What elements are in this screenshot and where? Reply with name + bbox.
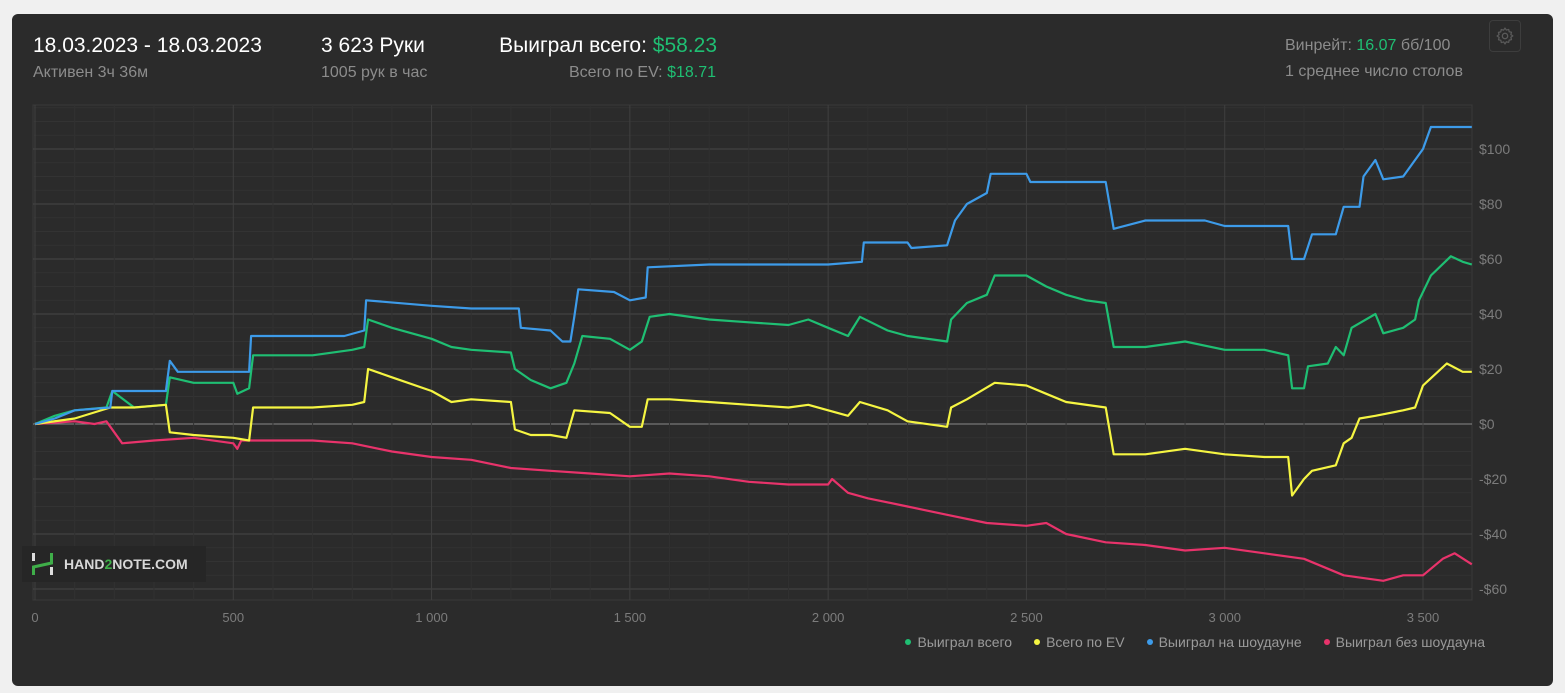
y-tick-label: $0 [1479, 416, 1495, 432]
avg-tables: 1 среднее число столов [1285, 63, 1463, 80]
x-tick-label: 500 [222, 610, 244, 625]
won-total-value: $58.23 [652, 34, 717, 57]
legend-dot-icon [1034, 639, 1041, 645]
y-tick-label: $60 [1479, 251, 1503, 267]
series-line-0 [34, 255, 1473, 426]
x-tick-label: 3 500 [1407, 610, 1440, 625]
winrate: Винрейт: 16.07 бб/100 [1285, 37, 1450, 55]
ev-total: Всего по EV: $18.71 [569, 64, 716, 82]
x-tick-label: 1 000 [415, 610, 448, 625]
stats-card [12, 14, 1553, 686]
winrate-value: 16.07 [1356, 37, 1397, 54]
y-tick-label: -$20 [1479, 471, 1507, 487]
hand2note-logo-text: HAND2NOTE.COM [64, 556, 188, 572]
x-tick-label: 1 500 [614, 610, 647, 625]
y-tick-label: $40 [1479, 306, 1503, 322]
x-tick-label: 2 500 [1010, 610, 1043, 625]
y-tick-label: -$60 [1479, 581, 1507, 597]
legend-item[interactable]: Выиграл без шоудауна [1323, 634, 1485, 650]
legend-item[interactable]: Выиграл на шоудауне [1146, 634, 1302, 650]
series-line-1 [34, 362, 1472, 497]
ev-value: $18.71 [667, 64, 716, 81]
legend-label: Выиграл всего [917, 634, 1013, 650]
series-line-3 [34, 420, 1473, 582]
series-line-2 [34, 125, 1472, 426]
x-tick-label: 0 [31, 610, 38, 625]
y-tick-label: -$40 [1479, 526, 1507, 542]
x-tick-label: 2 000 [812, 610, 845, 625]
hands-per-hour: 1005 рук в час [321, 64, 428, 81]
winrate-unit: бб/100 [1400, 37, 1451, 54]
legend-item[interactable]: Выиграл всего [905, 634, 1012, 650]
legend-label: Выиграл без шоудауна [1335, 634, 1485, 650]
chart-legend: Выиграл всего Всего по EV Выиграл на шоуда… [905, 634, 1485, 650]
ev-label: Всего по EV: [569, 64, 663, 81]
legend-dot-icon [1146, 639, 1153, 645]
y-tick-label: $20 [1479, 361, 1503, 377]
y-tick-label: $100 [1479, 141, 1510, 157]
winrate-label: Винрейт: [1285, 37, 1352, 54]
legend-label: Выиграл на шоудауне [1158, 634, 1302, 650]
won-total-label: Выиграл всего: [499, 34, 647, 57]
active-time: Активен 3ч 36м [33, 64, 149, 81]
hand2note-logo: HAND2NOTE.COM [22, 546, 206, 582]
hand2note-logo-icon [32, 553, 53, 575]
x-tick-label: 3 000 [1208, 610, 1241, 625]
y-tick-label: $80 [1479, 196, 1503, 212]
settings-button[interactable] [1489, 20, 1521, 52]
won-total: Выиграл всего: $58.23 [499, 34, 717, 58]
gear-icon [1496, 27, 1514, 45]
legend-item[interactable]: Всего по EV [1034, 634, 1125, 650]
hands-count: 3 623 Руки [321, 34, 425, 57]
date-range: 18.03.2023 - 18.03.2023 [33, 34, 262, 57]
legend-dot-icon [905, 639, 912, 645]
legend-dot-icon [1323, 639, 1330, 645]
plot-frame [32, 104, 1473, 601]
legend-label: Всего по EV [1046, 634, 1125, 650]
